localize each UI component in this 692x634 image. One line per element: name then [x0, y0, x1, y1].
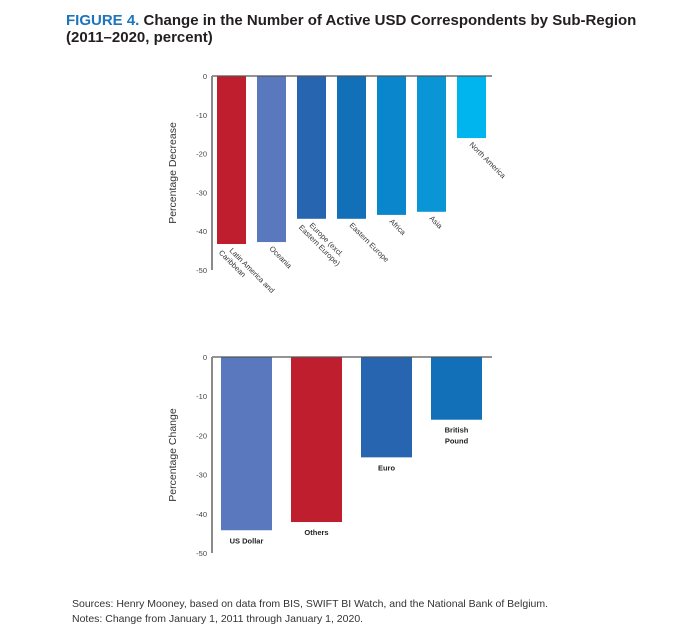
chart1-category-label-1: Oceania	[268, 244, 295, 271]
chart1-category-label-line: Oceania	[268, 244, 295, 271]
chart1-category-label-line: Asia	[428, 214, 445, 231]
chart1-y-tick-label: -20	[196, 150, 207, 159]
figure-label: FIGURE 4.	[66, 12, 140, 29]
chart2-category-label-line: Euro	[378, 463, 396, 472]
chart1-category-label-3: Eastern Europe	[348, 221, 391, 264]
sources-note: Sources: Henry Mooney, based on data fro…	[72, 598, 549, 610]
chart1-category-label-0: Latin America andCaribbean	[217, 242, 276, 301]
chart1-category-label-line: Africa	[388, 217, 409, 238]
chart1-category-label-4: Africa	[388, 217, 409, 238]
chart2-y-tick-label: 0	[203, 353, 207, 362]
chart1-y-tick-label: -10	[196, 111, 207, 120]
chart1-y-tick-label: -30	[196, 188, 207, 197]
chart1-category-label-2: Europe (excl.Eastern Europe)	[297, 217, 349, 269]
chart2-category-label-line: Others	[304, 528, 328, 537]
chart1-bar-5	[417, 76, 446, 212]
chart1-category-label-5: Asia	[428, 214, 445, 231]
chart2-bar-2	[361, 357, 412, 458]
chart2-category-label-2: Euro	[378, 463, 396, 472]
chart1-y-tick-label: -40	[196, 227, 207, 236]
figure-title: FIGURE 4. Change in the Number of Active…	[66, 12, 676, 46]
chart2-category-label-line: British	[445, 426, 469, 435]
chart1-y-tick-label: 0	[203, 72, 207, 81]
chart2-category-label-3: British Pound	[445, 426, 469, 446]
chart1-bar-3	[337, 76, 366, 219]
chart1-category-label-line: North America	[468, 140, 509, 181]
chart1-bar-1	[257, 76, 286, 243]
chart2-y-tick-label: -30	[196, 471, 207, 480]
chart1-bar-2	[297, 76, 326, 219]
chart2-category-label-line: Pound	[445, 437, 469, 446]
chart1-bar-4	[377, 76, 406, 215]
chart2-bar-0	[221, 357, 272, 531]
figure-footer: Sources: Henry Mooney, based on data fro…	[72, 597, 548, 627]
notes-note: Notes: Change from January 1, 2011 throu…	[72, 613, 364, 625]
chart2-category-label-1: Others	[304, 528, 328, 537]
chart1-y-axis-title: Percentage Decrease	[167, 122, 179, 224]
chart2-bar-3	[431, 357, 482, 420]
chart1-category-label-6: North America	[468, 140, 509, 181]
chart1-y-tick-label: -50	[196, 266, 207, 275]
chart2-category-label-line: US Dollar	[230, 536, 264, 545]
chart2-bar-1	[291, 357, 342, 523]
chart2-y-tick-label: -20	[196, 431, 207, 440]
chart2-y-tick-label: -50	[196, 549, 207, 558]
chart2-category-label-0: US Dollar	[230, 536, 264, 545]
chart1-bar-0	[217, 76, 246, 245]
chart1-category-label-line: Eastern Europe	[348, 221, 391, 264]
figure-title-text: Change in the Number of Active USD Corre…	[66, 12, 637, 46]
chart2-y-axis-title: Percentage Change	[167, 408, 179, 502]
chart2-y-tick-label: -40	[196, 510, 207, 519]
chart1-bar-6	[457, 76, 486, 139]
chart2-y-tick-label: -10	[196, 392, 207, 401]
